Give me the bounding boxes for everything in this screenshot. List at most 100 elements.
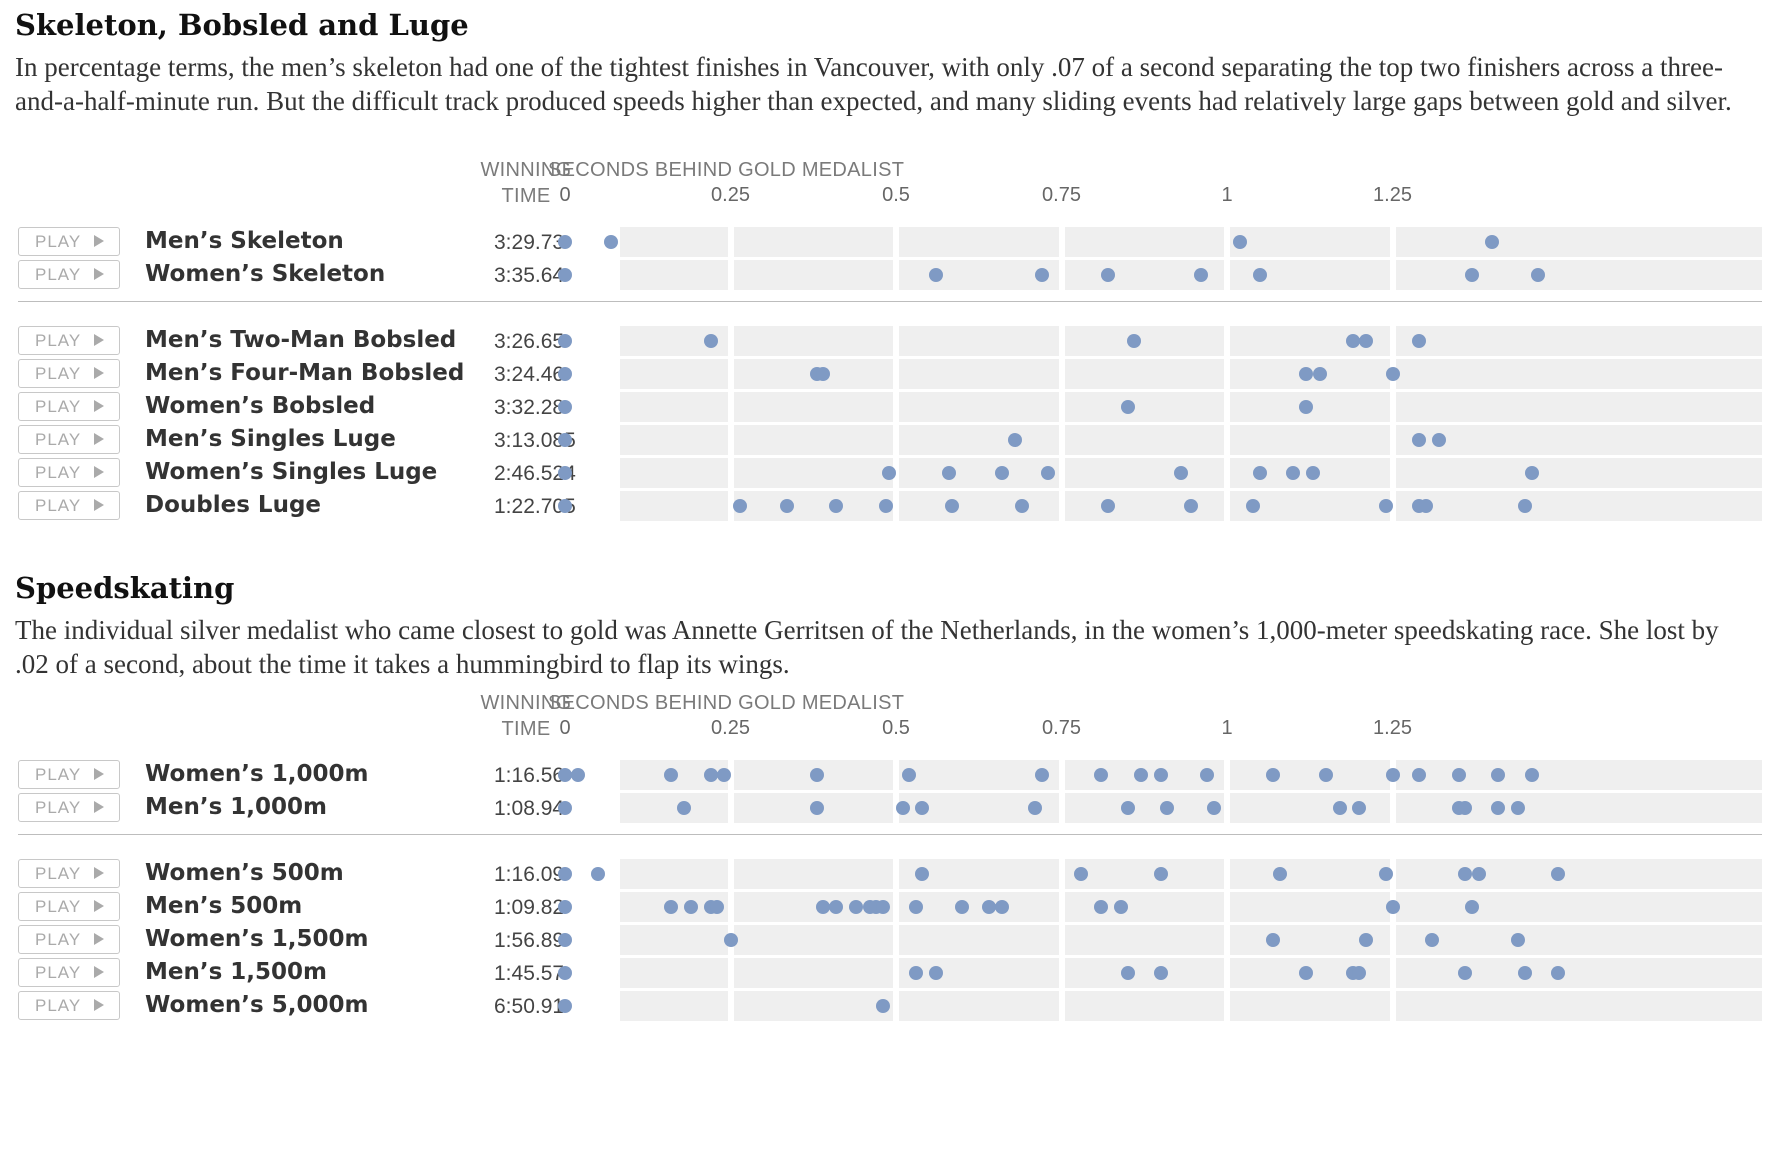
play-label: PLAY bbox=[35, 496, 82, 515]
table-row: PLAY Doubles Luge 1:22.705 bbox=[0, 491, 1772, 524]
bar-segment bbox=[1395, 425, 1762, 455]
bar-segment bbox=[620, 392, 728, 422]
athlete-dot bbox=[558, 933, 572, 947]
winning-time: 1:22.705 bbox=[494, 495, 576, 518]
athlete-dot bbox=[1153, 867, 1168, 881]
bar-segment bbox=[1064, 892, 1224, 922]
athlete-dot bbox=[1345, 334, 1360, 348]
event-name: Men’s 1,500m bbox=[145, 959, 328, 985]
bar-segment bbox=[733, 991, 893, 1021]
axis-tick-label: 1.25 bbox=[1373, 717, 1412, 739]
play-triangle-icon bbox=[94, 367, 104, 379]
athlete-dot bbox=[1299, 367, 1314, 381]
athlete-dot bbox=[1160, 801, 1175, 815]
athlete-dot bbox=[1306, 466, 1321, 480]
play-label: PLAY bbox=[35, 798, 82, 817]
event-name: Women’s 1,500m bbox=[145, 926, 369, 952]
result-bar bbox=[558, 458, 1762, 488]
athlete-dot bbox=[955, 900, 970, 914]
play-label: PLAY bbox=[35, 897, 82, 916]
bar-segment bbox=[1064, 359, 1224, 389]
result-bar bbox=[558, 892, 1762, 922]
athlete-dot bbox=[809, 801, 824, 815]
athlete-dot bbox=[1272, 867, 1287, 881]
bar-segment bbox=[620, 227, 728, 257]
athlete-dot bbox=[1411, 334, 1426, 348]
bar-segment bbox=[1395, 227, 1762, 257]
play-button[interactable]: PLAY bbox=[18, 491, 120, 520]
play-triangle-icon bbox=[94, 999, 104, 1011]
result-bar bbox=[558, 392, 1762, 422]
athlete-dot bbox=[1120, 400, 1135, 414]
athlete-dot bbox=[1286, 466, 1301, 480]
result-bar bbox=[558, 326, 1762, 356]
play-button[interactable]: PLAY bbox=[18, 227, 120, 256]
athlete-dot bbox=[1014, 499, 1029, 513]
bar-segment bbox=[1395, 491, 1762, 521]
table-row: PLAY Women’s 5,000m 6:50.91 bbox=[0, 991, 1772, 1024]
bar-segment bbox=[1064, 958, 1224, 988]
play-button[interactable]: PLAY bbox=[18, 392, 120, 421]
athlete-dot bbox=[1385, 900, 1400, 914]
play-button[interactable]: PLAY bbox=[18, 991, 120, 1020]
bar-segment bbox=[1230, 760, 1390, 790]
athlete-dot bbox=[994, 466, 1009, 480]
play-button[interactable]: PLAY bbox=[18, 326, 120, 355]
play-label: PLAY bbox=[35, 364, 82, 383]
athlete-dot bbox=[816, 900, 831, 914]
play-button[interactable]: PLAY bbox=[18, 425, 120, 454]
play-button[interactable]: PLAY bbox=[18, 458, 120, 487]
athlete-dot bbox=[604, 235, 619, 249]
athlete-dot bbox=[1094, 900, 1109, 914]
athlete-dot bbox=[558, 801, 572, 815]
athlete-dot bbox=[1517, 499, 1532, 513]
athlete-dot bbox=[1359, 933, 1374, 947]
play-button[interactable]: PLAY bbox=[18, 958, 120, 987]
athlete-dot bbox=[902, 768, 917, 782]
athlete-dot bbox=[1425, 933, 1440, 947]
play-button[interactable]: PLAY bbox=[18, 793, 120, 822]
athlete-dot bbox=[1193, 268, 1208, 282]
play-button[interactable]: PLAY bbox=[18, 359, 120, 388]
result-bar bbox=[558, 491, 1762, 521]
result-bar bbox=[558, 227, 1762, 257]
athlete-dot bbox=[1206, 801, 1221, 815]
event-name: Men’s 1,000m bbox=[145, 794, 328, 820]
winning-time: 6:50.91 bbox=[494, 995, 565, 1018]
winning-time: 3:26.65 bbox=[494, 330, 565, 353]
play-label: PLAY bbox=[35, 331, 82, 350]
bar-segment bbox=[620, 458, 728, 488]
play-label: PLAY bbox=[35, 232, 82, 251]
play-label: PLAY bbox=[35, 463, 82, 482]
bar-segment bbox=[620, 260, 728, 290]
play-button[interactable]: PLAY bbox=[18, 760, 120, 789]
athlete-dot bbox=[1028, 801, 1043, 815]
event-name: Women’s 5,000m bbox=[145, 992, 369, 1018]
bar-segment bbox=[620, 925, 728, 955]
table-row: PLAY Women’s 1,500m 1:56.89 bbox=[0, 925, 1772, 958]
table-row: PLAY Men’s Skeleton 3:29.73 bbox=[0, 227, 1772, 260]
play-button[interactable]: PLAY bbox=[18, 859, 120, 888]
bar-segment bbox=[620, 958, 728, 988]
section-title: Skeleton, Bobsled and Luge bbox=[15, 8, 469, 42]
athlete-dot bbox=[981, 900, 996, 914]
bar-segment bbox=[620, 991, 728, 1021]
bar-segment bbox=[1395, 958, 1762, 988]
event-name: Men’s 500m bbox=[145, 893, 303, 919]
event-name: Women’s Skeleton bbox=[145, 261, 386, 287]
axis-label: SECONDS BEHIND GOLD MEDALIST bbox=[548, 159, 905, 181]
play-triangle-icon bbox=[94, 768, 104, 780]
play-triangle-icon bbox=[94, 466, 104, 478]
athlete-dot bbox=[1418, 499, 1433, 513]
athlete-dot bbox=[1531, 268, 1546, 282]
athlete-dot bbox=[1114, 900, 1129, 914]
play-button[interactable]: PLAY bbox=[18, 892, 120, 921]
result-bar bbox=[558, 991, 1762, 1021]
athlete-dot bbox=[1074, 867, 1089, 881]
athlete-dot bbox=[1491, 801, 1506, 815]
play-button[interactable]: PLAY bbox=[18, 925, 120, 954]
bar-segment bbox=[1064, 859, 1224, 889]
athlete-dot bbox=[928, 268, 943, 282]
play-button[interactable]: PLAY bbox=[18, 260, 120, 289]
athlete-dot bbox=[1041, 466, 1056, 480]
